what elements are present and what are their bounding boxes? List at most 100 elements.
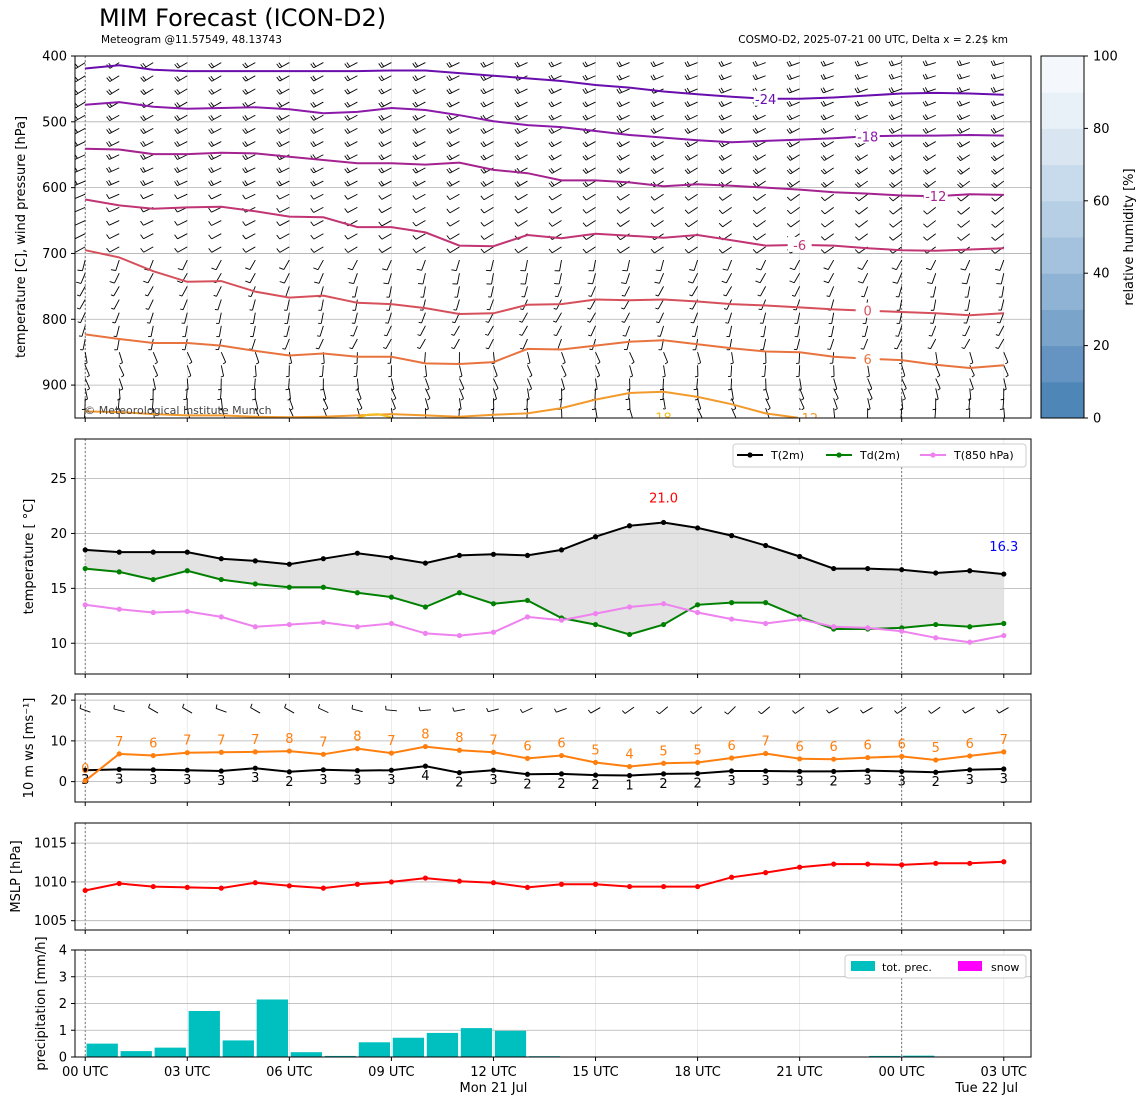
wind-barb-shaft <box>456 273 460 285</box>
wind-barb-shaft <box>727 706 736 715</box>
x-tick-label: 00 UTC <box>878 1065 924 1080</box>
wind-barb-flag <box>514 115 519 121</box>
wind-barb-shaft <box>288 398 294 409</box>
wind-barb <box>446 141 460 148</box>
wind-barb-flag <box>582 62 586 68</box>
wind-barb-flag <box>448 154 453 160</box>
wind-barb-flag <box>460 398 464 401</box>
wind-barb <box>181 312 188 324</box>
series-point <box>252 558 258 564</box>
mslp-point <box>797 864 803 870</box>
wind-barb-shaft <box>113 708 125 713</box>
wind-barb-flag <box>516 154 521 160</box>
wind-barb-shaft <box>551 114 562 121</box>
wind-barb <box>84 378 91 391</box>
wind-barb-flag <box>446 89 450 95</box>
series-point <box>320 556 326 562</box>
wind-value-label: 3 <box>864 774 872 789</box>
wind-barb-shaft <box>896 706 907 714</box>
legend: T(2m) Td(2m) T(850 hPa) <box>732 443 1027 468</box>
wind-barb-flag <box>214 309 218 311</box>
wind-barb-flag <box>493 398 497 401</box>
wind-barb <box>629 365 634 378</box>
wind-barb-flag <box>86 375 90 378</box>
wind-barb-shaft <box>211 141 222 147</box>
wind-barb <box>582 114 596 121</box>
wind-barb-shaft <box>150 325 154 337</box>
wind-barb-shaft <box>959 75 970 80</box>
series-point <box>763 620 769 627</box>
wind-barb-shaft <box>620 193 630 201</box>
y-tick-label: 1 <box>59 1024 67 1039</box>
wind-barb-shaft <box>727 312 733 324</box>
wind-barb-flag <box>140 181 144 186</box>
wind-barb-shaft <box>449 180 460 187</box>
wind-barb-shaft <box>619 114 630 121</box>
wind-barb-shaft <box>654 246 664 254</box>
wind-barb <box>220 407 226 418</box>
wind-barb <box>687 273 698 284</box>
wind-barb-shaft <box>551 206 562 214</box>
series-point <box>490 551 497 557</box>
wind-barb <box>998 299 1005 311</box>
wind-barb <box>762 352 767 365</box>
wind-barb-flag <box>723 308 728 310</box>
wind-barb-flag <box>106 90 111 95</box>
wind-barb-flag <box>142 180 146 185</box>
series-point <box>626 523 633 529</box>
wind-barb-shaft <box>177 246 188 253</box>
wind-barb-shaft <box>654 207 664 214</box>
wind-barb-shaft <box>182 707 193 714</box>
wind-barb <box>378 141 392 148</box>
wind-barb-flag <box>888 142 893 148</box>
wind-barb-shaft <box>284 273 290 284</box>
wind-barb-flag <box>380 62 385 67</box>
wind-barb <box>548 193 562 201</box>
wind-barb <box>213 286 222 297</box>
wind-barb-flag <box>888 170 893 175</box>
series-point <box>252 624 258 630</box>
wind-barb-shaft <box>527 352 531 363</box>
wind-barb-flag <box>650 209 655 214</box>
wind-barb-shaft <box>756 220 766 228</box>
wind-barb-shaft <box>148 707 159 714</box>
wind-barb-flag <box>888 61 892 67</box>
wind-barb-flag <box>925 267 931 271</box>
wind-barb-shaft <box>687 88 698 94</box>
wind-series-point <box>558 771 565 777</box>
wind-barb-shaft <box>249 259 256 270</box>
wind-barb <box>684 220 698 228</box>
wind-barb-shaft <box>453 708 465 712</box>
wind-barb <box>786 167 800 175</box>
wind-barb-flag <box>752 61 756 67</box>
series-point <box>116 549 122 555</box>
wind-barb-flag <box>924 168 930 174</box>
y-tick-label: 500 <box>42 115 67 130</box>
wind-value-label: 3 <box>149 773 157 788</box>
wind-barb-flag <box>378 76 382 82</box>
wind-barb <box>718 127 732 134</box>
series-point <box>729 600 735 606</box>
wind-barb-flag <box>276 194 280 200</box>
wind-barb <box>833 398 838 411</box>
wind-barb <box>520 259 528 272</box>
wind-barb-flag <box>312 167 317 173</box>
wind-barb-shaft <box>761 706 771 715</box>
wind-barb-shaft <box>517 180 528 187</box>
wind-barb <box>514 88 528 95</box>
wind-barb <box>216 312 222 324</box>
wind-barb <box>996 273 1005 285</box>
wind-barb-flag <box>480 248 485 253</box>
wind-series-point <box>763 768 769 774</box>
wind-barb <box>1003 408 1006 418</box>
wind-barb-shaft <box>381 193 392 200</box>
wind-barb-shaft <box>185 388 188 400</box>
wind-barb <box>655 312 664 324</box>
wind-barb-flag <box>276 234 281 240</box>
wind-barb-shaft <box>279 88 290 95</box>
wind-barb-flag <box>756 268 762 271</box>
wind-barb <box>208 141 222 147</box>
wind-barb-shaft <box>824 246 834 254</box>
wind-value-label: 3 <box>898 774 906 789</box>
wind-barb <box>253 365 257 378</box>
